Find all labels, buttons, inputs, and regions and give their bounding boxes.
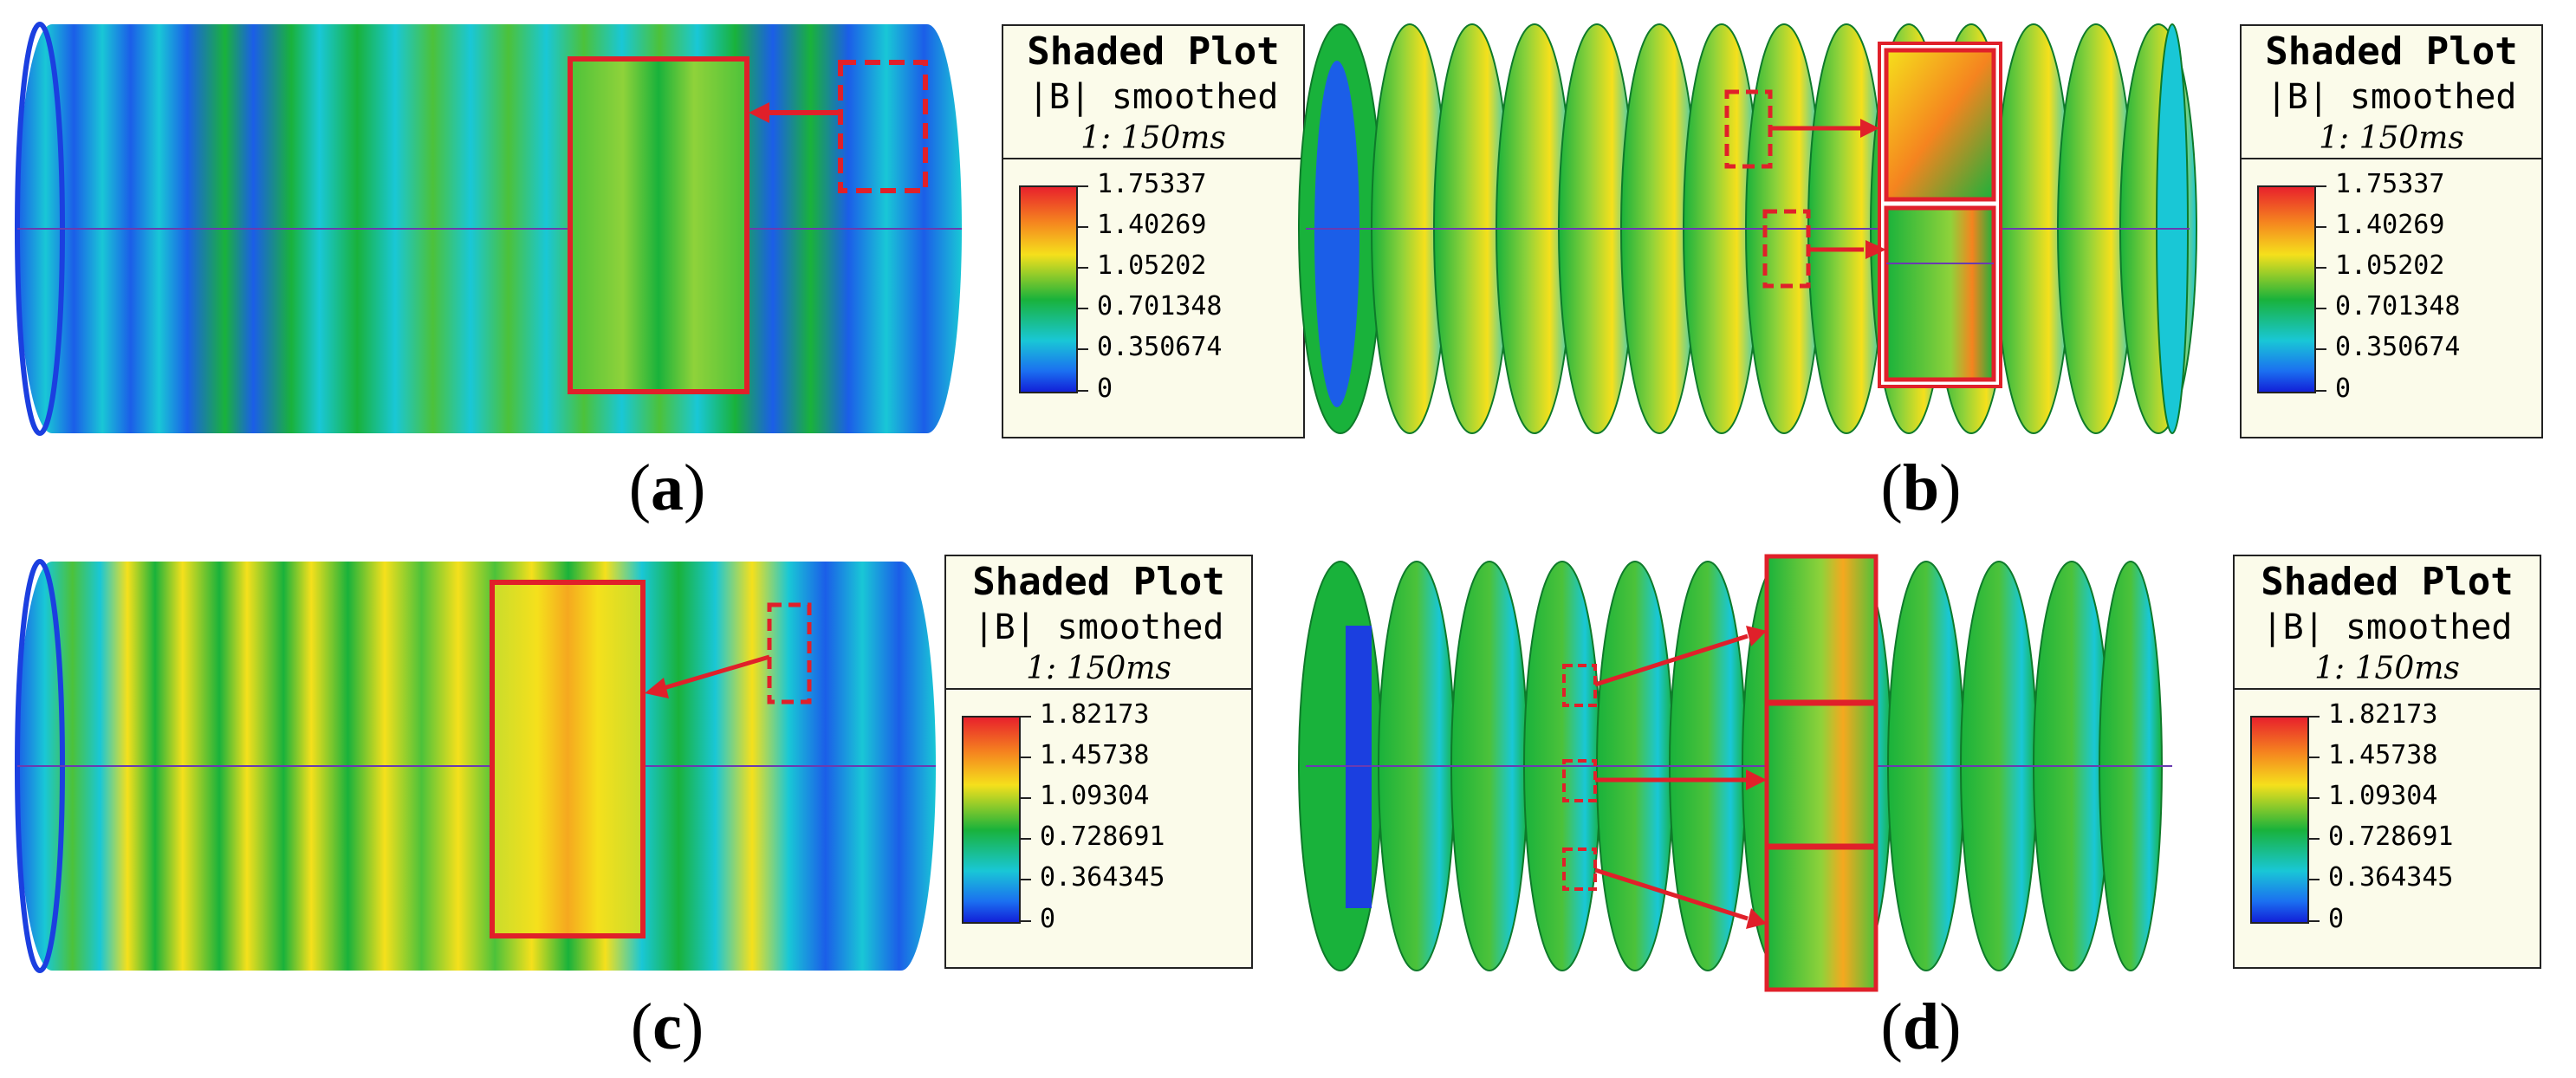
legend-subtitle: |B| smoothed bbox=[2266, 77, 2517, 117]
legend-title: Shaded Plot bbox=[1027, 29, 1280, 74]
colorbar bbox=[2250, 716, 2309, 924]
arrow-head-icon bbox=[1746, 770, 1767, 790]
scale-value: 0.350674 bbox=[1097, 332, 1223, 362]
pointer-arrow-d-top bbox=[1594, 633, 1749, 687]
scale-value: 0.364345 bbox=[2328, 862, 2454, 893]
caption-a: (a) bbox=[628, 451, 706, 524]
scale-value: 0 bbox=[2335, 373, 2352, 404]
zoom-inset-c bbox=[490, 580, 646, 938]
dashed-region-d-bottom bbox=[1562, 847, 1597, 891]
field-plot-b bbox=[1298, 23, 2197, 434]
legend-time: 1: 150ms bbox=[2319, 120, 2464, 156]
legend-b: Shaded Plot |B| smoothed 1: 150ms 1.7533… bbox=[2240, 24, 2543, 438]
legend-a: Shaded Plot |B| smoothed 1: 150ms 1.7533… bbox=[1002, 24, 1305, 438]
colorbar bbox=[2257, 185, 2316, 393]
panel-a: Shaded Plot |B| smoothed 1: 150ms 1.7533… bbox=[0, 0, 1305, 539]
legend-title: Shaded Plot bbox=[2265, 29, 2518, 74]
legend-title: Shaded Plot bbox=[972, 560, 1225, 604]
dashed-region-d-top bbox=[1562, 664, 1597, 707]
field-plot-a bbox=[15, 22, 962, 436]
legend-subtitle: |B| smoothed bbox=[2261, 607, 2513, 647]
scale-value: 1.40269 bbox=[1097, 210, 1207, 240]
color-scale: 1.82173 1.45738 1.09304 0.728691 0.36434… bbox=[2235, 690, 2540, 950]
scale-value: 1.75337 bbox=[1097, 169, 1207, 199]
scale-value: 0 bbox=[1040, 904, 1056, 934]
scale-value: 0.701348 bbox=[1097, 291, 1223, 321]
caption-c: (c) bbox=[630, 990, 704, 1063]
legend-time: 1: 150ms bbox=[2314, 651, 2460, 686]
zoom-inset-d-bottom bbox=[1764, 845, 1878, 992]
zoom-inset-d-middle bbox=[1764, 701, 1878, 848]
legend-subtitle: |B| smoothed bbox=[973, 607, 1224, 647]
scale-value: 1.82173 bbox=[2328, 699, 2438, 730]
scale-value: 0 bbox=[2328, 904, 2345, 934]
pointer-arrow-d-bottom bbox=[1594, 867, 1749, 921]
panel-b: Shaded Plot |B| smoothed 1: 150ms 1.7533… bbox=[1288, 0, 2576, 539]
legend-subtitle: |B| smoothed bbox=[1028, 77, 1279, 117]
scale-value: 1.09304 bbox=[2328, 781, 2438, 811]
legend-d: Shaded Plot |B| smoothed 1: 150ms 1.8217… bbox=[2233, 555, 2541, 969]
scale-value: 1.09304 bbox=[1040, 781, 1150, 811]
zoom-inset-d-top bbox=[1764, 554, 1878, 705]
scale-value: 0.701348 bbox=[2335, 291, 2461, 321]
caption-b: (b) bbox=[1880, 451, 1962, 524]
scale-value: 0 bbox=[1097, 373, 1113, 404]
scale-value: 1.40269 bbox=[2335, 210, 2445, 240]
field-plot-d bbox=[1298, 554, 2172, 992]
legend-c: Shaded Plot |B| smoothed 1: 150ms 1.8217… bbox=[944, 555, 1253, 969]
color-scale: 1.75337 1.40269 1.05202 0.701348 0.35067… bbox=[1003, 159, 1303, 419]
scale-value: 1.82173 bbox=[1040, 699, 1150, 730]
panel-d: Shaded Plot |B| smoothed 1: 150ms 1.8217… bbox=[1288, 539, 2576, 1078]
colorbar bbox=[1019, 185, 1078, 393]
legend-time: 1: 150ms bbox=[1080, 120, 1226, 156]
arrow-head-icon bbox=[1865, 240, 1886, 259]
legend-time: 1: 150ms bbox=[1026, 651, 1171, 686]
dashed-region-a bbox=[838, 60, 928, 193]
arrow-head-icon bbox=[749, 102, 769, 123]
legend-title: Shaded Plot bbox=[2261, 560, 2514, 604]
colorbar bbox=[962, 716, 1021, 924]
field-plot-c bbox=[15, 559, 936, 973]
arrow-head-icon bbox=[1746, 908, 1767, 929]
arrow-head-icon bbox=[1746, 626, 1767, 646]
arrow-head-icon bbox=[1860, 119, 1879, 138]
arrow-head-icon bbox=[645, 678, 669, 698]
color-scale: 1.75337 1.40269 1.05202 0.701348 0.35067… bbox=[2242, 159, 2541, 419]
scale-value: 1.05202 bbox=[1097, 250, 1207, 281]
panel-c: Shaded Plot |B| smoothed 1: 150ms 1.8217… bbox=[0, 539, 1288, 1078]
scale-value: 1.75337 bbox=[2335, 169, 2445, 199]
scale-value: 0.728691 bbox=[2328, 821, 2454, 852]
scale-value: 1.45738 bbox=[1040, 740, 1150, 770]
pointer-arrow-c bbox=[663, 654, 770, 691]
dashed-region-d-middle bbox=[1562, 759, 1597, 802]
scale-value: 1.05202 bbox=[2335, 250, 2445, 281]
zoom-inset-b-top bbox=[1884, 48, 1996, 202]
scale-value: 0.728691 bbox=[1040, 821, 1165, 852]
dashed-region-c bbox=[767, 602, 812, 705]
zoom-inset-b-bottom bbox=[1884, 205, 1996, 382]
color-scale: 1.82173 1.45738 1.09304 0.728691 0.36434… bbox=[946, 690, 1251, 950]
scale-value: 1.45738 bbox=[2328, 740, 2438, 770]
scale-value: 0.350674 bbox=[2335, 332, 2461, 362]
scale-value: 0.364345 bbox=[1040, 862, 1165, 893]
zoom-inset-a bbox=[568, 56, 749, 394]
caption-d: (d) bbox=[1880, 990, 1962, 1063]
